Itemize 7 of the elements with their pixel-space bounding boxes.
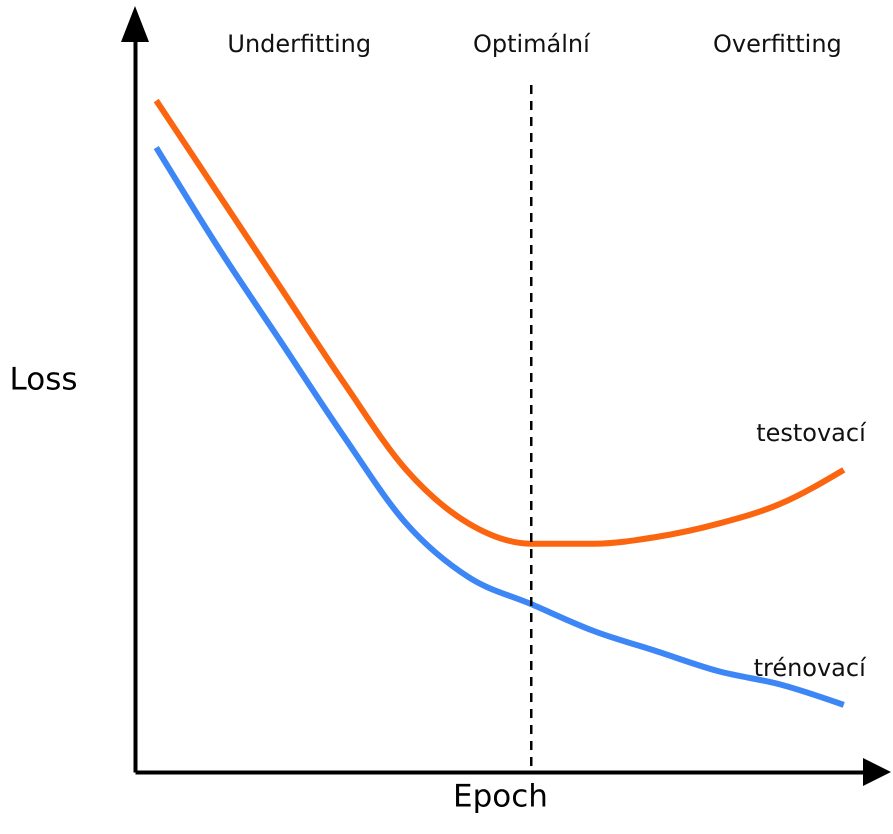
y-axis-title: Loss <box>10 362 78 398</box>
series-label: testovací <box>756 418 868 447</box>
text: Overfitting <box>713 30 842 58</box>
text: Optimální <box>472 30 592 58</box>
series-label: trénovací <box>754 654 868 682</box>
x-axis-title: Epoch <box>453 778 548 814</box>
text: Underfitting <box>227 30 372 58</box>
